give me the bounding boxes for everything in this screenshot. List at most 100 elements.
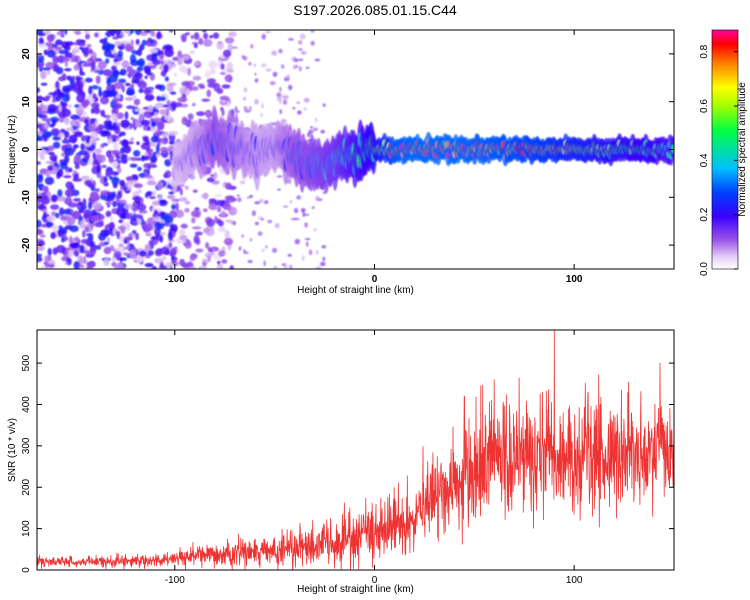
heatmap-cell <box>107 236 110 243</box>
heatmap-cell <box>105 150 112 158</box>
heatmap-cell <box>86 211 93 219</box>
heatmap-cell <box>148 239 158 246</box>
heatmap-cell <box>98 232 107 241</box>
heatmap-cell <box>80 143 86 151</box>
heatmap-cell <box>154 249 163 257</box>
heatmap-cell <box>113 250 122 260</box>
heatmap-cell <box>292 107 296 110</box>
heatmap-cell <box>293 207 299 214</box>
heatmap-cell <box>272 71 278 78</box>
heatmap-cell <box>276 92 282 98</box>
heatmap-cell <box>80 204 87 210</box>
heatmap-cell <box>150 30 156 37</box>
colorbar-tick-label: 0.2 <box>699 207 710 221</box>
heatmap-cell <box>134 119 140 128</box>
heatmap-cell <box>229 265 234 269</box>
heatmap-cell <box>155 221 161 231</box>
heatmap-cell <box>70 242 75 248</box>
colorbar-tick-label: 0.0 <box>699 262 710 276</box>
heatmap-cell <box>133 98 141 106</box>
snr-series <box>37 330 674 570</box>
heatmap-cell <box>135 38 140 45</box>
heatmap-cell <box>313 227 317 232</box>
heatmap-cell <box>124 97 134 101</box>
heatmap-cell <box>239 180 246 185</box>
heatmap-cell <box>274 222 280 229</box>
heatmap-cell <box>138 88 144 94</box>
heatmap-cell <box>293 217 300 221</box>
heatmap-cell <box>232 220 236 226</box>
heatmap-cell <box>228 31 237 37</box>
heatmap-cell <box>168 191 175 195</box>
heatmap-cell <box>135 256 143 264</box>
snr-y-axis-label: SNR (10 * v/v) <box>7 418 18 482</box>
heatmap-cell <box>209 35 214 39</box>
spectrogram-y-tick-label: 10 <box>21 96 32 108</box>
heatmap-cell <box>50 128 60 137</box>
heatmap-cell <box>140 31 148 36</box>
heatmap-cell <box>181 116 188 126</box>
heatmap-cell <box>168 251 177 257</box>
heatmap-cell <box>306 132 311 138</box>
heatmap-cell <box>320 129 326 134</box>
heatmap-cell <box>125 82 131 87</box>
heatmap-cell <box>58 225 63 230</box>
heatmap-cell <box>322 191 326 195</box>
heatmap-cell <box>117 50 124 58</box>
heatmap-cell <box>195 248 204 253</box>
snr-frame <box>36 329 675 571</box>
heatmap-cell <box>214 215 218 223</box>
heatmap-cell <box>152 200 160 206</box>
heatmap-cell <box>314 117 317 123</box>
heatmap-cell <box>206 89 212 98</box>
heatmap-cell <box>137 66 144 72</box>
heatmap-cell <box>47 191 51 198</box>
heatmap-cell <box>89 246 97 256</box>
heatmap-cell <box>168 140 176 145</box>
heatmap-cell <box>136 203 147 211</box>
spectrogram-y-axis-label: Frequency (Hz) <box>7 115 18 184</box>
heatmap-cell <box>91 85 99 90</box>
heatmap-cell <box>63 136 68 143</box>
heatmap-cell <box>57 229 62 236</box>
heatmap-cell <box>216 206 222 213</box>
spectrogram-x-tick-label: -100 <box>165 274 185 285</box>
heatmap-cell <box>38 37 44 42</box>
heatmap-cell <box>224 74 233 83</box>
heatmap-cell <box>254 72 257 76</box>
heatmap-cell <box>254 98 259 105</box>
heatmap-cell <box>297 110 302 115</box>
heatmap-cell <box>163 64 169 73</box>
heatmap-cell <box>168 130 179 136</box>
heatmap-cell <box>79 67 83 76</box>
heatmap-cell <box>55 80 60 89</box>
heatmap-cell <box>155 102 164 109</box>
heatmap-cell <box>208 198 217 203</box>
heatmap-cell <box>187 67 191 76</box>
heatmap-cell <box>37 253 43 258</box>
heatmap-cell <box>121 60 130 69</box>
heatmap-cell <box>67 202 78 208</box>
colorbar-tick-label: 0.6 <box>699 99 710 113</box>
heatmap-cell <box>159 235 164 243</box>
heatmap-cell <box>134 108 144 112</box>
heatmap-cell <box>52 136 61 141</box>
colorbar-ticks: 0.0 0.2 0.4 0.6 0.8 <box>699 44 738 276</box>
heatmap-cell <box>208 203 218 211</box>
heatmap-cell <box>58 49 69 55</box>
heatmap-cell <box>83 30 90 34</box>
heatmap-cell <box>193 235 200 244</box>
heatmap-cell <box>187 113 194 120</box>
heatmap-cell <box>149 126 157 133</box>
figure-title: S197.2026.085.01.15.C44 <box>293 2 457 18</box>
heatmap-cell <box>76 38 82 46</box>
heatmap-cell <box>257 231 263 236</box>
snr-line <box>37 330 674 570</box>
heatmap-cell <box>179 234 188 241</box>
spectrogram-y-tick-label: -10 <box>21 190 32 205</box>
heatmap-cell <box>94 221 104 228</box>
heatmap-cell <box>92 152 97 161</box>
heatmap-cell <box>82 230 86 238</box>
heatmap-cell <box>184 207 190 213</box>
